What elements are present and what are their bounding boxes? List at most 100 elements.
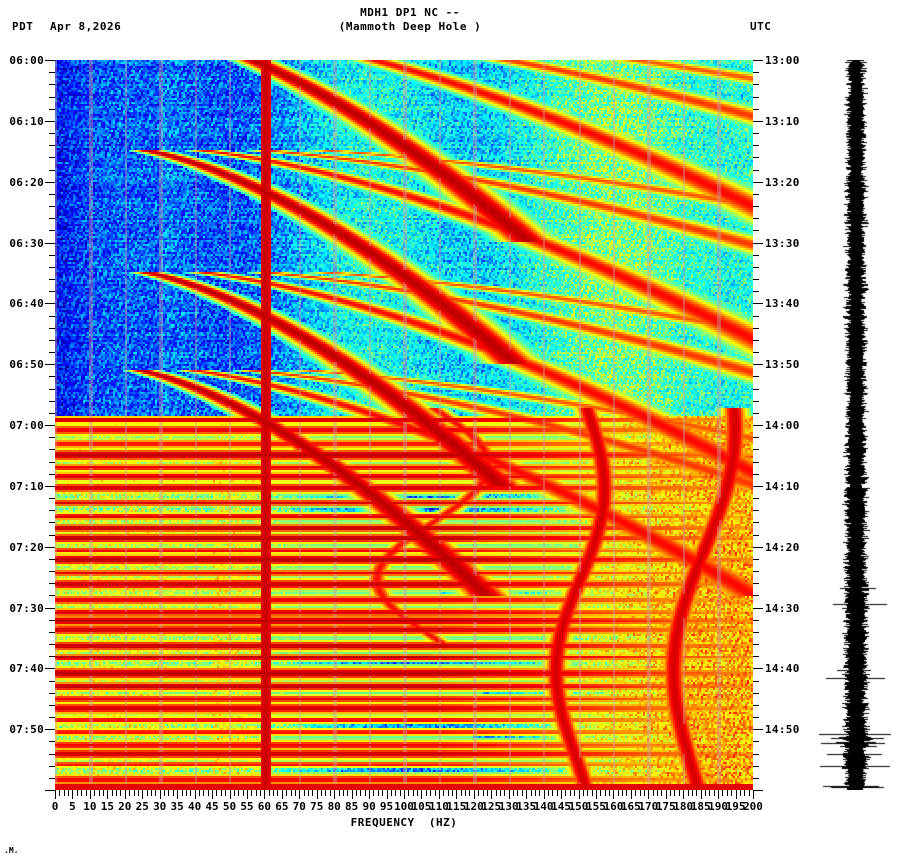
freq-tick-minor (679, 790, 680, 796)
time-tick-minor (49, 157, 55, 158)
time-tick-minor (49, 316, 55, 317)
freq-tick-minor (644, 790, 645, 796)
time-tick-minor (49, 449, 55, 450)
freq-tick-major (282, 790, 283, 799)
time-tick-minor (753, 72, 759, 73)
time-label-utc: 13:40 (765, 297, 800, 310)
freq-tick-minor (483, 790, 484, 796)
freq-tick-major (212, 790, 213, 799)
freq-tick-minor (465, 790, 466, 796)
freq-tick-minor (552, 790, 553, 796)
freq-tick-minor (605, 790, 606, 796)
time-tick-minor (49, 717, 55, 718)
freq-tick-major (264, 790, 265, 799)
time-tick-major (753, 121, 763, 122)
time-tick-major (45, 668, 55, 669)
time-tick-minor (49, 109, 55, 110)
time-tick-major (753, 303, 763, 304)
time-tick-minor (753, 413, 759, 414)
time-tick-major (753, 486, 763, 487)
time-tick-minor (49, 498, 55, 499)
freq-tick-minor (238, 790, 239, 796)
freq-tick-minor (273, 790, 274, 796)
freq-tick-minor (653, 790, 654, 796)
time-tick-minor (49, 413, 55, 414)
time-tick-minor (49, 766, 55, 767)
freq-tick-minor (234, 790, 235, 796)
time-label-local: 06:00 (9, 54, 44, 67)
time-tick-major (45, 303, 55, 304)
time-tick-minor (49, 693, 55, 694)
freq-label: 185 (690, 800, 711, 813)
freq-tick-minor (378, 790, 379, 796)
time-tick-minor (49, 583, 55, 584)
seismogram-canvas (812, 60, 900, 790)
time-tick-minor (49, 535, 55, 536)
time-label-utc: 14:20 (765, 541, 800, 554)
freq-tick-minor (413, 790, 414, 796)
freq-tick-minor (295, 790, 296, 796)
time-label-local: 07:30 (9, 602, 44, 615)
time-tick-minor (753, 681, 759, 682)
freq-label: 5 (69, 800, 76, 813)
time-label-local: 07:10 (9, 480, 44, 493)
time-tick-minor (753, 474, 759, 475)
freq-tick-minor (256, 790, 257, 796)
freq-tick-minor (622, 790, 623, 796)
time-tick-major (753, 425, 763, 426)
spectrogram-canvas (55, 60, 753, 790)
freq-tick-minor (138, 790, 139, 796)
time-tick-minor (49, 571, 55, 572)
time-tick-minor (753, 291, 759, 292)
freq-tick-minor (260, 790, 261, 796)
time-tick-minor (49, 437, 55, 438)
time-tick-minor (753, 316, 759, 317)
freq-tick-minor (609, 790, 610, 796)
time-tick-minor (49, 462, 55, 463)
freq-tick-minor (356, 790, 357, 796)
time-tick-minor (753, 571, 759, 572)
freq-tick-minor (469, 790, 470, 796)
spectrogram-plot[interactable] (55, 60, 753, 790)
freq-tick-minor (531, 790, 532, 796)
time-label-local: 06:40 (9, 297, 44, 310)
freq-tick-minor (640, 790, 641, 796)
time-tick-minor (753, 97, 759, 98)
time-tick-major (753, 790, 763, 791)
freq-tick-major (352, 790, 353, 799)
time-tick-minor (753, 510, 759, 511)
freq-label: 200 (743, 800, 763, 813)
time-tick-major (753, 547, 763, 548)
freq-tick-major (509, 790, 510, 799)
freq-tick-minor (448, 790, 449, 796)
freq-label: 20 (118, 800, 132, 813)
seismogram-panel[interactable] (812, 60, 900, 790)
freq-label: 175 (655, 800, 676, 813)
freq-tick-minor (155, 790, 156, 796)
time-tick-minor (753, 389, 759, 390)
freq-label: 85 (345, 800, 359, 813)
time-tick-minor (753, 218, 759, 219)
freq-label: 10 (83, 800, 97, 813)
freq-tick-minor (400, 790, 401, 796)
time-tick-minor (49, 754, 55, 755)
freq-label: 190 (708, 800, 729, 813)
time-tick-minor (753, 717, 759, 718)
freq-label: 65 (275, 800, 289, 813)
freq-tick-major (456, 790, 457, 799)
freq-tick-major (72, 790, 73, 799)
freq-label: 155 (586, 800, 606, 813)
freq-tick-major (648, 790, 649, 799)
freq-label: 25 (135, 800, 149, 813)
freq-tick-minor (164, 790, 165, 796)
freq-tick-minor (216, 790, 217, 796)
freq-tick-major (579, 790, 580, 799)
freq-tick-major (404, 790, 405, 799)
time-tick-minor (49, 255, 55, 256)
freq-tick-major (142, 790, 143, 799)
freq-tick-minor (661, 790, 662, 796)
freq-tick-minor (452, 790, 453, 796)
freq-label: 50 (222, 800, 237, 813)
freq-tick-minor (81, 790, 82, 796)
freq-tick-minor (291, 790, 292, 796)
